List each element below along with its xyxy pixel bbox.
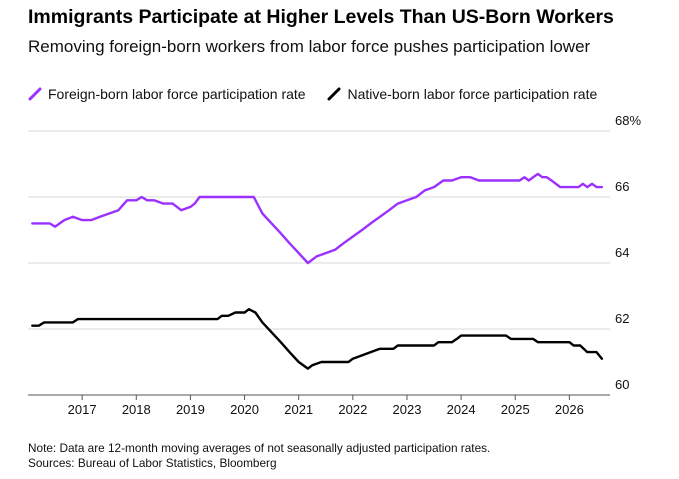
x-tick-label: 2025 [501, 402, 530, 417]
x-tick-label: 2026 [555, 402, 584, 417]
x-tick-label: 2022 [338, 402, 367, 417]
y-tick-label: 64 [615, 245, 629, 260]
x-tick-label: 2024 [447, 402, 476, 417]
y-tick-label: 68% [615, 113, 641, 128]
series-line-native-born [31, 308, 604, 370]
legend-item-native: Native-born labor force participation ra… [327, 86, 597, 102]
x-tick-label: 2020 [230, 402, 259, 417]
legend: Foreign-born labor force participation r… [28, 86, 615, 104]
series-line-foreign-born [31, 172, 604, 265]
y-tick-label: 60 [615, 377, 629, 392]
x-tick-label: 2018 [122, 402, 151, 417]
chart-title: Immigrants Participate at Higher Levels … [28, 6, 614, 28]
series-lines [31, 172, 604, 370]
y-tick-label: 62 [615, 311, 629, 326]
y-axis-labels: 60 62 64 66 68% [615, 113, 641, 392]
x-tick-label: 2017 [68, 402, 97, 417]
x-axis: 2017 2018 2019 2020 2021 2022 2023 2024 2025 2026 [68, 395, 584, 417]
y-tick-label: 66 [615, 179, 629, 194]
note-text: Note: Data are 12-month moving averages … [28, 441, 491, 455]
x-tick-label: 2023 [393, 402, 422, 417]
chart-subtitle: Removing foreign-born workers from labor… [28, 37, 591, 56]
gridlines [28, 130, 610, 396]
native-line-icon [327, 87, 341, 101]
legend-item-foreign: Foreign-born labor force participation r… [28, 86, 306, 102]
legend-label-native: Native-born labor force participation ra… [347, 86, 598, 102]
chart-notes: Note: Data are 12-month moving averages … [28, 441, 490, 471]
foreign-line-icon [28, 87, 42, 101]
x-tick-label: 2021 [284, 402, 313, 417]
x-tick-label: 2019 [176, 402, 205, 417]
legend-label-foreign: Foreign-born labor force participation r… [48, 86, 306, 102]
sources-text: Sources: Bureau of Labor Statistics, Blo… [28, 456, 277, 470]
